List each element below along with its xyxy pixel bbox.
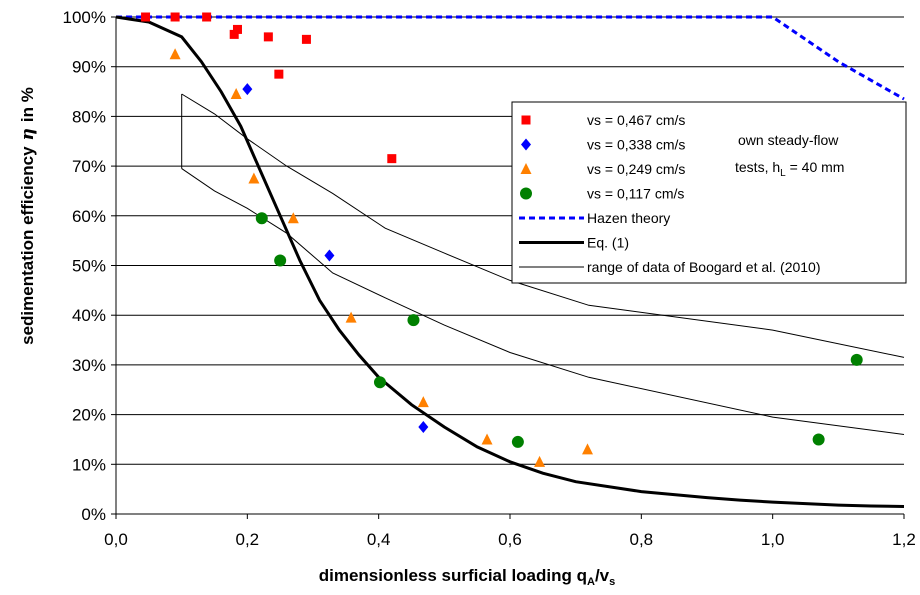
line-series [115, 15, 905, 508]
series-line [181, 93, 905, 358]
data-point [141, 12, 151, 22]
y-tick-label: 100% [63, 8, 106, 27]
y-tick-label: 70% [72, 157, 106, 176]
data-point [324, 249, 335, 262]
data-point [345, 311, 357, 323]
data-point [248, 172, 260, 184]
data-point [481, 433, 493, 445]
data-point [229, 29, 239, 39]
data-point [407, 314, 420, 327]
data-point [850, 353, 863, 366]
x-tick-label: 0,6 [498, 530, 522, 549]
data-point [511, 435, 524, 448]
y-tick-label: 60% [72, 207, 106, 226]
data-point [255, 212, 268, 225]
data-point [418, 421, 429, 434]
data-point [169, 48, 181, 60]
y-tick-label: 90% [72, 58, 106, 77]
data-point [287, 212, 299, 224]
legend-marker-key [520, 187, 532, 200]
data-point [301, 34, 311, 44]
x-axis-title: dimensionless surficial loading qA/vs [319, 566, 616, 588]
data-point [581, 443, 593, 455]
legend-marker-key [521, 138, 531, 151]
y-tick-label: 0% [81, 505, 106, 524]
legend-marker-key [521, 115, 531, 125]
legend-label: Hazen theory [587, 210, 670, 226]
data-point [230, 88, 242, 100]
legend: vs = 0,467 cm/s vs = 0,338 cm/s vs = 0,249… [511, 101, 907, 284]
legend-label: vs = 0,249 cm/s [587, 161, 685, 177]
y-tick-label: 50% [72, 257, 106, 276]
y-tick-label: 20% [72, 406, 106, 425]
legend-box [511, 101, 907, 284]
data-point [232, 24, 242, 34]
y-tick-label: 10% [72, 455, 106, 474]
data-point [202, 12, 212, 22]
data-point [387, 154, 397, 164]
y-tick-label: 80% [72, 107, 106, 126]
legend-label: Eq. (1) [587, 235, 629, 251]
series-line [115, 15, 905, 508]
data-point [534, 455, 546, 467]
tick-labels: 0% 10% 20% 30% 40% 50% 60% 70% 80% 90% 100% 0,0 0,2 0… [63, 8, 916, 549]
legend-label: vs = 0,467 cm/s [587, 112, 685, 128]
x-tick-label: 0,4 [367, 530, 391, 549]
note-line-2: tests, hL = 40 mm [735, 159, 844, 179]
legend-label: vs = 0,117 cm/s [587, 186, 684, 202]
legend-label: range of data of Boogard et al. (2010) [587, 259, 821, 275]
y-tick-label: 40% [72, 306, 106, 325]
data-point [170, 12, 180, 22]
x-tick-label: 1,2 [892, 530, 916, 549]
data-point [242, 83, 253, 96]
data-point [274, 69, 284, 79]
legend-label: vs = 0,338 cm/s [587, 137, 685, 153]
y-tick-label: 30% [72, 356, 106, 375]
x-tick-label: 0,2 [236, 530, 260, 549]
note-line-1: own steady-flow [738, 132, 839, 148]
x-tick-label: 0,0 [104, 530, 128, 549]
x-tick-label: 0,8 [630, 530, 654, 549]
data-point [812, 433, 825, 446]
data-point [263, 32, 273, 42]
x-tick-label: 1,0 [761, 530, 785, 549]
y-axis-title: sedimentation efficiencyηin % [18, 87, 38, 345]
legend-marker-key [520, 163, 532, 174]
series-line [116, 15, 905, 101]
data-point [417, 396, 429, 408]
data-point [274, 254, 287, 267]
axes [111, 16, 905, 519]
marker-series [141, 12, 863, 467]
series-line [181, 168, 905, 435]
data-point [373, 376, 386, 389]
